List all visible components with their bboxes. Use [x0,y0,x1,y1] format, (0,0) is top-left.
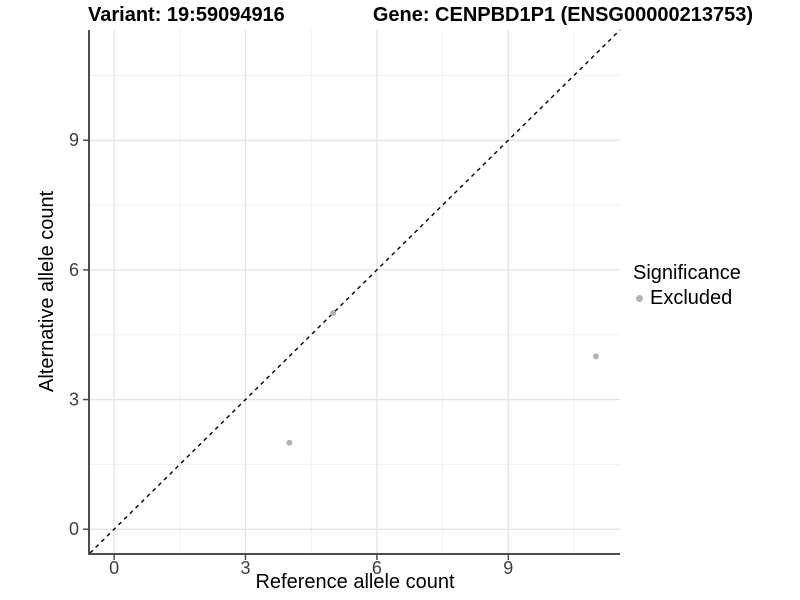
legend-title: Significance [633,262,741,284]
variant-title: Variant: 19:59094916 [88,4,285,26]
legend-item-excluded: Excluded [636,286,741,310]
gene-title: Gene: CENPBD1P1 (ENSG00000213753) [372,4,753,26]
y-tick-label: 3 [69,390,79,410]
y-tick-label: 6 [69,260,79,280]
x-tick-label: 9 [503,558,513,578]
legend-item-label: Excluded [650,287,733,309]
x-axis-title: Reference allele count [255,571,455,593]
excluded-point-icon [636,294,643,302]
data-point [592,353,599,360]
identity-dashed-line [89,29,621,554]
legend: Significance Excluded [633,261,741,310]
y-tick-label: 0 [69,519,79,539]
y-tick-label: 9 [69,130,79,150]
data-point [330,310,337,317]
x-tick-label: 0 [109,558,119,578]
y-axis-title: Alternative allele count [36,190,58,393]
x-tick-label: 6 [372,558,382,578]
data-point [286,439,293,446]
x-tick-label: 3 [240,558,250,578]
